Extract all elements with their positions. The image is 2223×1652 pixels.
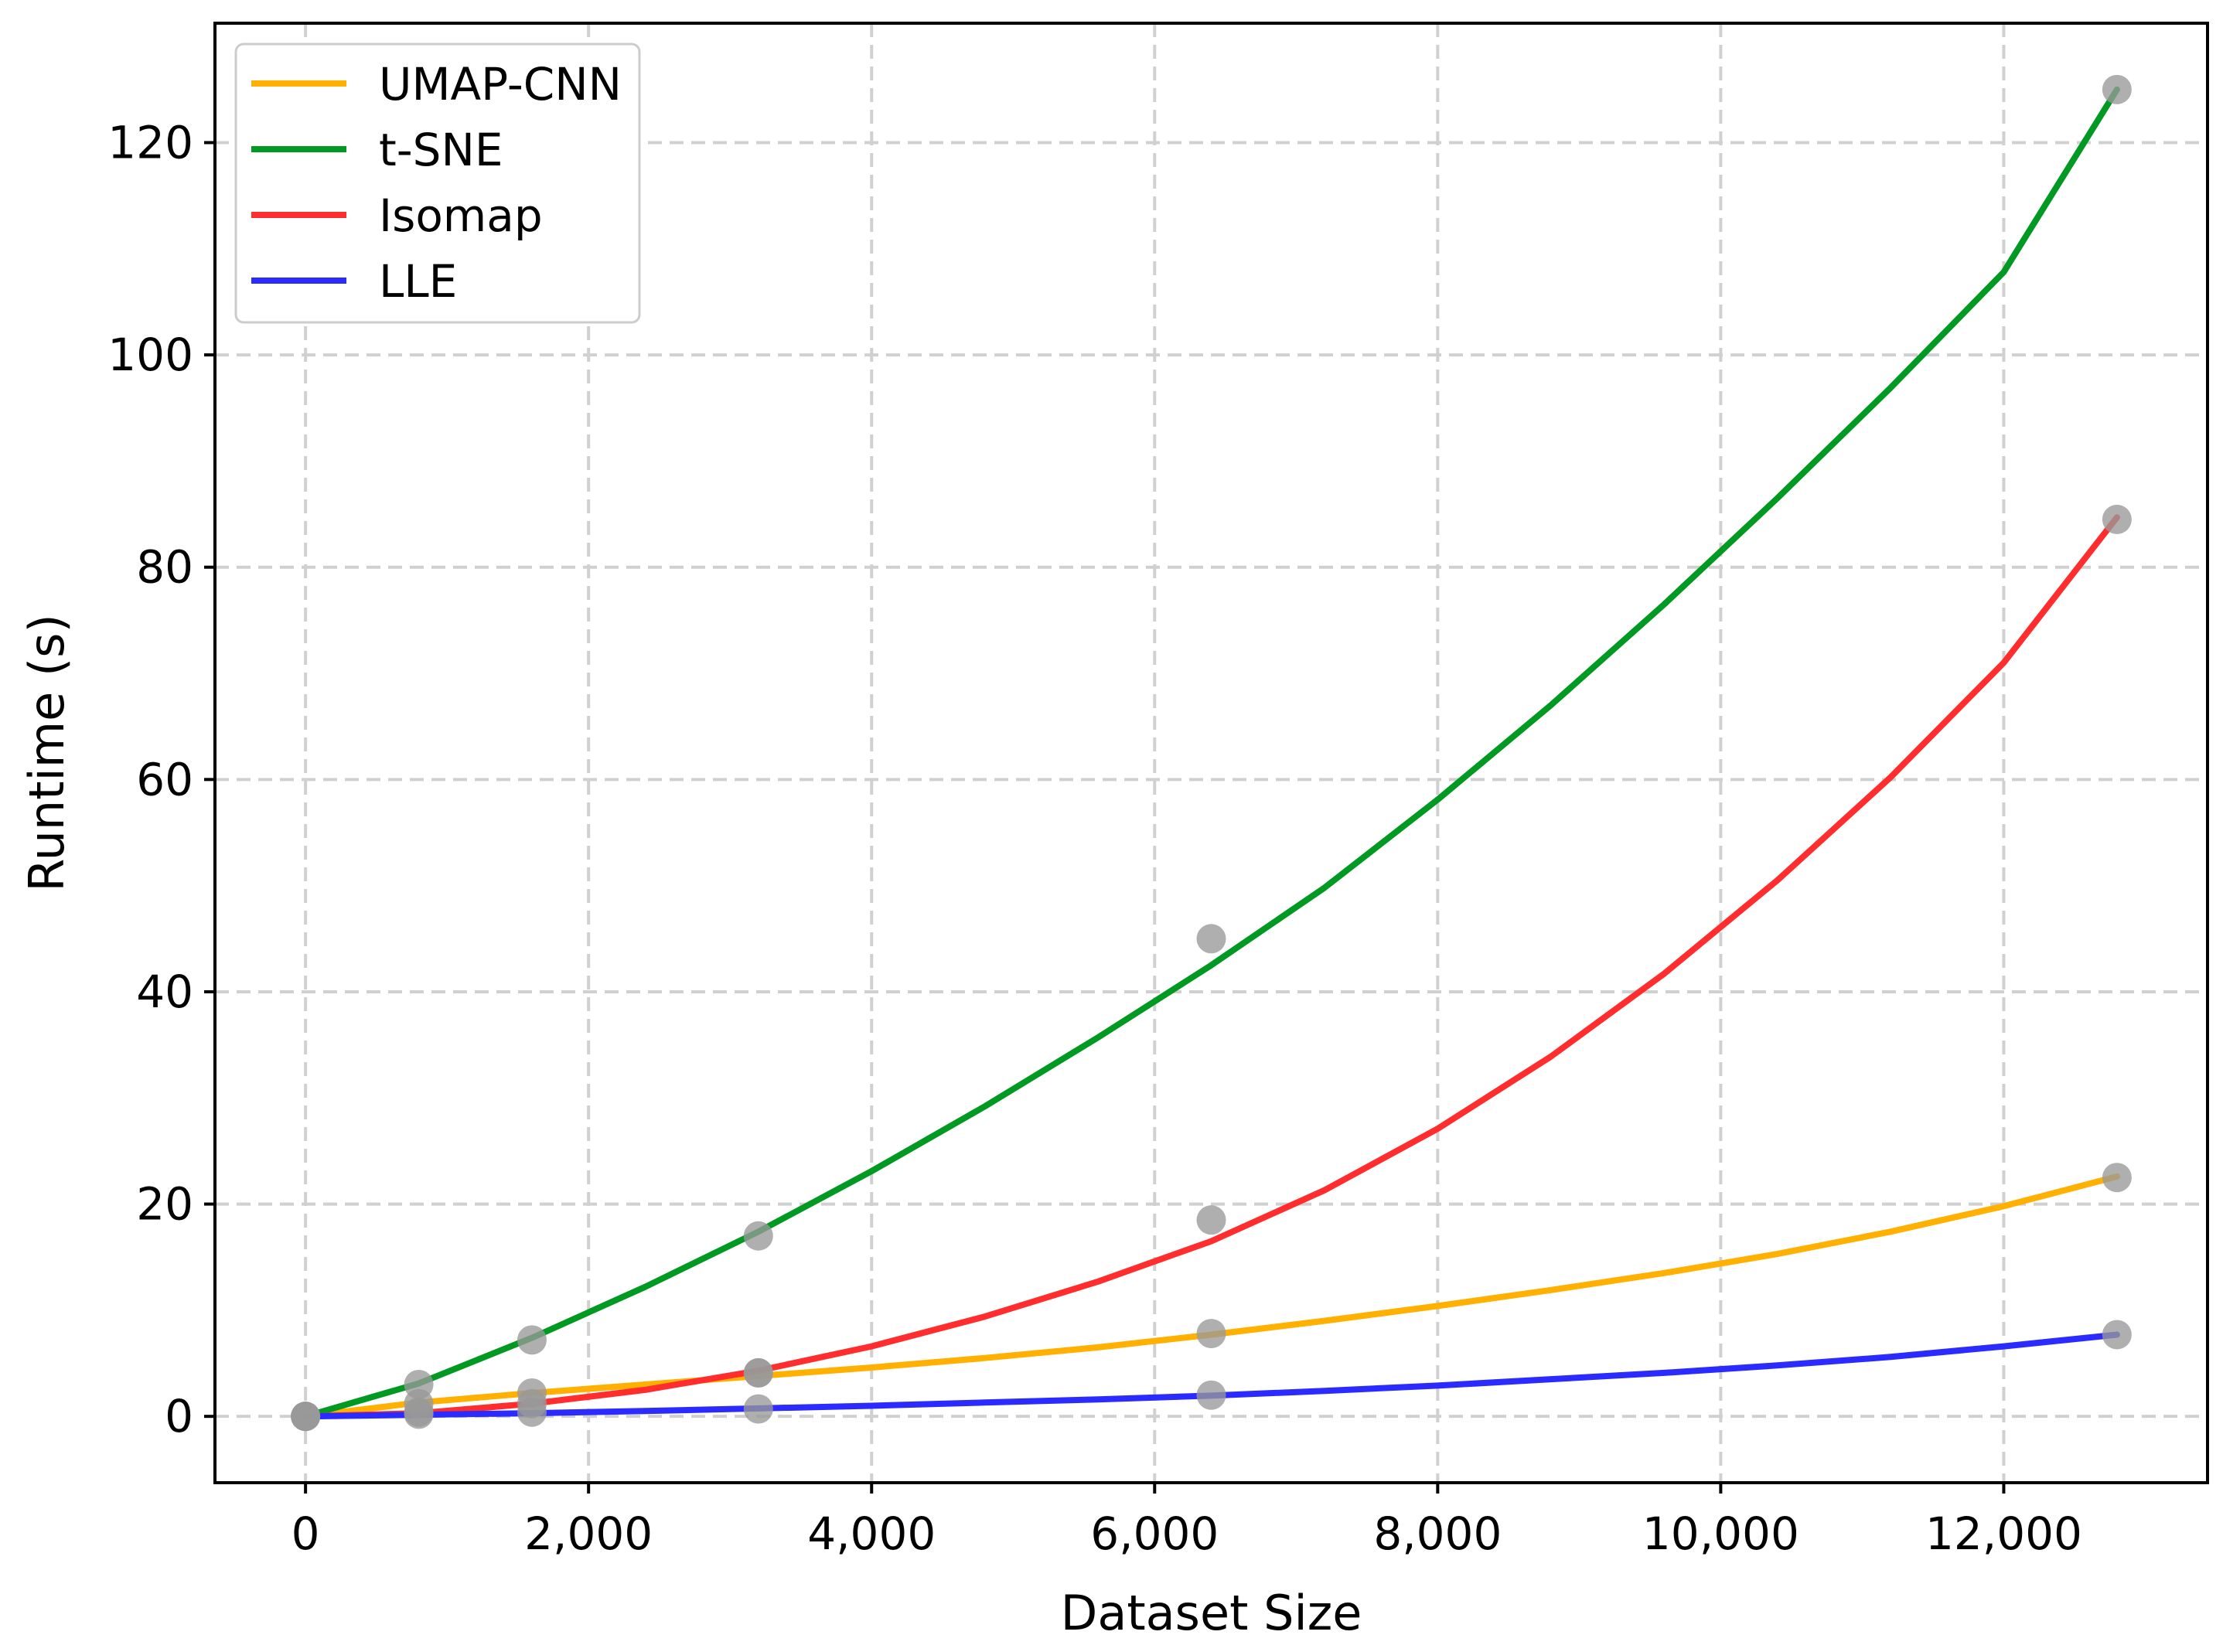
data-point-lle xyxy=(743,1394,773,1424)
data-point-isomap xyxy=(2102,504,2132,534)
legend-label-isomap: Isomap xyxy=(379,189,543,242)
data-point-isomap xyxy=(1196,1205,1226,1235)
y-tick-label: 60 xyxy=(136,753,193,806)
x-tick-label: 10,000 xyxy=(1642,1507,1799,1560)
x-tick-label: 6,000 xyxy=(1090,1507,1219,1560)
data-point-lle xyxy=(404,1399,434,1429)
data-point-umap-cnn xyxy=(2102,1163,2132,1193)
legend-label-umap-cnn: UMAP-CNN xyxy=(379,58,622,111)
data-point-t-sne xyxy=(1196,924,1226,954)
y-tick-label: 100 xyxy=(107,329,193,381)
legend-label-t-sne: t-SNE xyxy=(379,124,503,176)
data-point-t-sne xyxy=(517,1325,547,1355)
data-point-t-sne xyxy=(404,1369,434,1399)
x-tick-label: 2,000 xyxy=(524,1507,653,1560)
x-tick-label: 4,000 xyxy=(807,1507,936,1560)
data-point-lle xyxy=(291,1402,321,1432)
legend-label-lle: LLE xyxy=(379,255,457,308)
y-tick-label: 40 xyxy=(136,966,193,1018)
legend: UMAP-CNN t-SNE Isomap LLE xyxy=(234,43,641,324)
data-point-umap-cnn xyxy=(1196,1319,1226,1349)
x-tick-label: 8,000 xyxy=(1373,1507,1502,1560)
data-point-t-sne xyxy=(743,1221,773,1251)
data-point-lle xyxy=(1196,1380,1226,1410)
y-tick-label: 80 xyxy=(136,541,193,594)
y-tick-label: 20 xyxy=(136,1178,193,1231)
series-line-t-sne xyxy=(302,86,2120,1420)
x-tick-label: 0 xyxy=(292,1507,320,1560)
x-tick-label: 12,000 xyxy=(1925,1507,2082,1560)
marker-layer xyxy=(291,74,2132,1432)
x-axis-title: Dataset Size xyxy=(1061,1585,1362,1641)
y-tick-label: 120 xyxy=(107,116,193,169)
plot-frame xyxy=(213,22,2209,1484)
data-point-isomap xyxy=(743,1357,773,1388)
legend-box xyxy=(234,43,641,324)
data-point-lle xyxy=(2102,1320,2132,1350)
y-tick-label: 0 xyxy=(165,1390,193,1443)
tick-layer: 0 2,000 4,000 6,000 8,000 10,000 12,000 0 20 40 60… xyxy=(107,116,2082,1560)
y-axis-title: Runtime (s) xyxy=(19,614,75,891)
data-point-t-sne xyxy=(2102,74,2132,104)
data-point-lle xyxy=(517,1397,547,1427)
series-line-isomap xyxy=(302,514,2120,1420)
